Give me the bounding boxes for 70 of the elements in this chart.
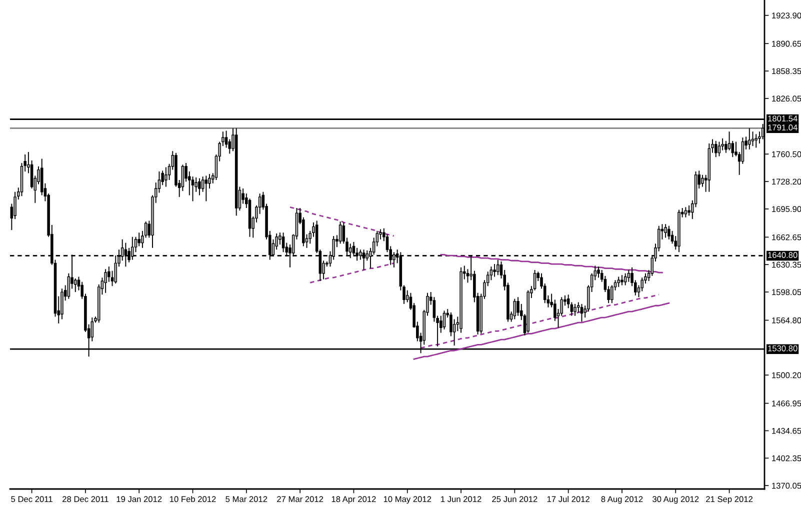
candlestick: [442, 310, 446, 330]
y-tick-label: 1402.35: [772, 455, 801, 462]
x-tick-label: 30 Aug 2012: [652, 496, 699, 504]
candlestick: [728, 131, 731, 151]
x-tick-label: 18 Apr 2012: [332, 496, 376, 504]
candlestick: [138, 232, 140, 247]
candlestick: [627, 269, 630, 282]
line-series: [420, 294, 660, 349]
y-tick-label: 1826.05: [772, 96, 801, 102]
line-series: [413, 302, 670, 360]
line-series: [289, 206, 395, 237]
x-tick-label: 10 Feb 2012: [170, 496, 216, 502]
y-tick-label: 1500.20: [772, 372, 801, 378]
candlestick: [714, 140, 718, 158]
candlestick: [751, 131, 754, 147]
candlestick: [60, 288, 64, 320]
candlestick: [748, 128, 751, 150]
y-tick-label: 1760.50: [772, 151, 801, 158]
y-tick-label: 1370.05: [772, 482, 801, 489]
x-tick-label: 17 Jul 2012: [547, 496, 590, 502]
candlestick: [513, 298, 516, 320]
x-tick-label: 10 May 2012: [384, 496, 432, 504]
candlestick: [574, 303, 576, 316]
y-tick-label: 1662.65: [772, 234, 801, 240]
y-tick-label: 1923.90: [772, 12, 801, 18]
candlestick: [282, 232, 285, 253]
x-tick-label: 1 Jun 2012: [441, 496, 482, 502]
candlestick: [496, 259, 500, 276]
y-tick-label: 1434.65: [772, 428, 801, 434]
candlestick: [164, 166, 168, 188]
ref-line-label: 1530.80: [768, 345, 798, 352]
line-series: [440, 254, 663, 274]
candlestick: [198, 178, 201, 196]
y-tick-label: 1890.65: [772, 40, 801, 47]
candlestick: [620, 274, 624, 286]
ref-line-label: 1801.54: [768, 116, 798, 122]
candlestick: [684, 206, 688, 218]
x-tick-label: 28 Dec 2011: [62, 496, 108, 502]
candlestick: [664, 224, 667, 238]
candlestick: [688, 204, 690, 216]
line-series: [309, 262, 395, 284]
y-tick-label: 1466.95: [772, 400, 801, 406]
x-tick-label: 19 Jan 2012: [116, 496, 162, 502]
y-tick-label: 1858.35: [772, 68, 801, 74]
x-tick-label: 5 Mar 2012: [226, 496, 268, 502]
x-tick-label: 25 Jun 2012: [492, 496, 538, 502]
candlestick: [493, 264, 496, 278]
y-tick-label: 1728.20: [772, 178, 801, 185]
y-tick-label: 1564.80: [772, 317, 801, 324]
x-tick-label: 8 Aug 2012: [601, 496, 643, 504]
candlestick: [668, 225, 670, 240]
ref-line-label: 1791.04: [768, 124, 798, 130]
x-tick-label: 27 Mar 2012: [277, 496, 324, 502]
x-tick-label: 5 Dec 2011: [11, 496, 52, 502]
candlestick: [597, 266, 600, 278]
candlestick: [104, 268, 107, 294]
candlestick: [452, 318, 456, 346]
candlestick: [617, 276, 620, 288]
x-tick-label: 21 Sep 2012: [706, 496, 753, 504]
candlestick: [754, 134, 758, 148]
candlestick: [338, 221, 342, 244]
y-tick-label: 1630.35: [772, 262, 801, 268]
y-tick-label: 1695.90: [772, 206, 801, 212]
y-tick-label: 1598.05: [772, 289, 801, 296]
ref-line-label: 1640.80: [768, 252, 798, 258]
candlestick: [204, 175, 208, 202]
candlestick: [516, 296, 520, 316]
candlestick: [242, 188, 244, 204]
candlestick: [580, 303, 584, 322]
candlestick: [718, 141, 721, 157]
